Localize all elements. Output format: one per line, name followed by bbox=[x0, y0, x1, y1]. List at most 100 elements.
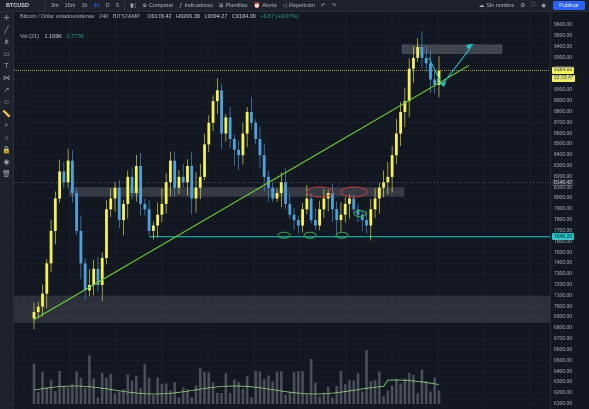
volume-bar bbox=[407, 372, 411, 404]
publish-button[interactable]: Publicar bbox=[553, 1, 585, 10]
candle-body bbox=[301, 209, 304, 226]
symbol-search[interactable]: BTCUSD bbox=[6, 2, 29, 9]
compare-button[interactable]: ⊕ Comparar bbox=[139, 0, 176, 11]
divider bbox=[124, 1, 126, 10]
volume-bar bbox=[224, 373, 228, 404]
crosshair-icon[interactable]: ✛ bbox=[3, 15, 10, 22]
undo-button[interactable]: ↶ bbox=[318, 0, 329, 11]
volume-bar bbox=[96, 397, 100, 404]
volume-bar bbox=[203, 371, 206, 404]
volume-bar bbox=[113, 393, 117, 404]
trend-line bbox=[33, 64, 470, 321]
redo-button[interactable]: ↷ bbox=[329, 0, 340, 11]
volume-bar bbox=[348, 380, 351, 404]
top-zone bbox=[401, 44, 503, 54]
volume-bar bbox=[122, 389, 125, 404]
interval-d[interactable]: D bbox=[105, 2, 110, 9]
lock-icon[interactable]: 🔒 bbox=[2, 147, 11, 154]
replay-label: Repetición bbox=[288, 2, 315, 9]
volume-bar bbox=[49, 379, 53, 404]
countdown: 02:23:47 bbox=[554, 75, 574, 82]
volume-bar bbox=[356, 373, 360, 404]
volume-bar bbox=[83, 387, 87, 404]
candle-body bbox=[117, 187, 121, 221]
divider bbox=[45, 1, 46, 10]
templates-button[interactable]: ⊞ Plantillas bbox=[216, 0, 251, 11]
legend-low: L9094.27 bbox=[204, 14, 228, 20]
pattern-icon[interactable]: ⋈ bbox=[3, 75, 10, 82]
volume-bar bbox=[143, 364, 147, 404]
eye-icon[interactable]: ◉ bbox=[3, 159, 10, 166]
candle-body bbox=[288, 203, 292, 215]
volume-bar bbox=[36, 391, 40, 404]
interval-s[interactable]: S bbox=[115, 2, 120, 9]
candle-body bbox=[348, 198, 351, 204]
candles-icon: ▮▯ bbox=[130, 2, 137, 9]
volume-bar bbox=[284, 394, 287, 404]
candle-body bbox=[254, 122, 258, 139]
volume-bar bbox=[88, 355, 91, 404]
volume-bar bbox=[352, 380, 356, 404]
candle-body bbox=[143, 203, 147, 210]
volume-bar bbox=[41, 371, 44, 404]
candle-body bbox=[207, 122, 211, 145]
alert-button[interactable]: ⏰ Alerta bbox=[251, 0, 280, 11]
snapshot-button[interactable]: ◉ bbox=[538, 0, 549, 11]
volume-bar bbox=[322, 392, 326, 404]
volume-bar bbox=[126, 374, 130, 404]
candle-body bbox=[164, 182, 168, 204]
support-level-tag: 7646.20 bbox=[552, 233, 575, 241]
candle-body bbox=[228, 117, 232, 139]
pitchfork-icon[interactable]: ⋔ bbox=[3, 39, 10, 46]
volume-bar bbox=[437, 390, 441, 404]
candle-body bbox=[407, 68, 411, 102]
current-price: 9184.99 bbox=[554, 67, 573, 74]
candle-body bbox=[41, 293, 44, 307]
price-axis[interactable]: 9184.99 02:23:47 8145.42 7646.20 9600.00… bbox=[550, 12, 589, 409]
rectangle-icon[interactable]: ▭ bbox=[3, 51, 10, 58]
interval-3m[interactable]: 3m bbox=[51, 2, 59, 9]
replay-button[interactable]: ◁ Repetición bbox=[280, 0, 318, 11]
volume-bar bbox=[301, 371, 304, 404]
ruler-icon[interactable]: 📏 bbox=[2, 111, 11, 118]
candle-body bbox=[220, 90, 223, 134]
undo-icon: ↶ bbox=[320, 2, 326, 9]
interval-4h[interactable]: 4h bbox=[93, 2, 100, 9]
candle-body bbox=[66, 160, 70, 183]
candle-body bbox=[215, 90, 219, 102]
volume-bar bbox=[250, 397, 253, 404]
price-tick-label: 9300.00 bbox=[554, 54, 573, 61]
price-tick-label: 7900.00 bbox=[554, 206, 573, 213]
candle-body bbox=[109, 198, 113, 210]
interval-1h[interactable]: 1h bbox=[81, 2, 88, 9]
volume-bar bbox=[373, 380, 377, 404]
interval-15m[interactable]: 15m bbox=[64, 2, 76, 9]
price-tick-label: 8200.00 bbox=[554, 173, 573, 180]
prediction-icon[interactable]: ↗ bbox=[3, 87, 10, 94]
trendline-icon[interactable]: ╱ bbox=[4, 27, 9, 34]
price-tick-label: 7500.00 bbox=[554, 249, 573, 256]
text-icon[interactable]: T bbox=[4, 62, 9, 70]
chart-style-button[interactable]: ▮▯ bbox=[127, 0, 139, 11]
price-chart[interactable] bbox=[14, 12, 550, 409]
zoom-icon[interactable]: ⌕ bbox=[4, 122, 9, 129]
layout-menu[interactable]: ☁ Sin nombre bbox=[476, 0, 518, 11]
volume-bar bbox=[211, 382, 215, 404]
support-touch-circle bbox=[353, 210, 367, 218]
price-tick-label: 8000.00 bbox=[554, 195, 573, 202]
volume-bar bbox=[198, 368, 202, 404]
indicators-button[interactable]: ƒ Indicadores bbox=[176, 0, 216, 11]
volume-bar bbox=[343, 384, 347, 404]
support-level: 7646.20 bbox=[554, 233, 573, 240]
volume-bar bbox=[271, 381, 275, 404]
settings-button[interactable]: ⚙ bbox=[517, 0, 528, 11]
price-tick-label: 8400.00 bbox=[554, 152, 573, 159]
icons-icon[interactable]: ☺ bbox=[2, 98, 11, 106]
candle-body bbox=[403, 101, 407, 112]
magnet-icon[interactable]: ∩ bbox=[3, 134, 10, 142]
price-tick-label: 9000.00 bbox=[554, 87, 573, 94]
price-tick-label: 6300.00 bbox=[554, 379, 573, 386]
volume-bar bbox=[152, 395, 155, 404]
fullscreen-button[interactable]: ⛶ bbox=[528, 0, 538, 11]
trash-icon[interactable]: 🗑 bbox=[2, 171, 11, 178]
